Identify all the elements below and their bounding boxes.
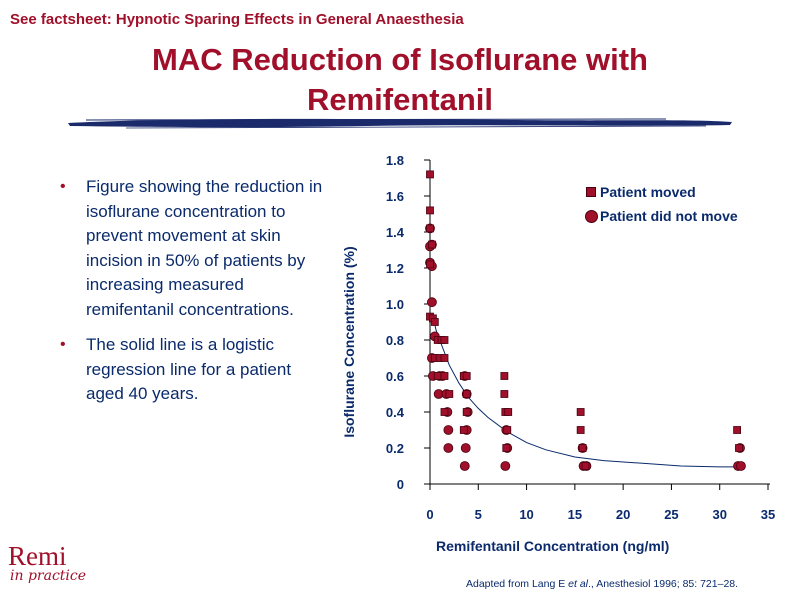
logo-name: Remi <box>8 541 67 571</box>
slide-title-line1: MAC Reduction of Isoflurane with <box>152 42 648 77</box>
point-moved <box>426 224 434 233</box>
x-tick-label: 15 <box>568 507 582 522</box>
point-not-moved <box>443 443 454 453</box>
point-moved <box>426 170 434 179</box>
point-moved <box>440 336 449 344</box>
point-not-moved <box>500 461 511 471</box>
x-tick-label: 25 <box>664 507 678 522</box>
y-tick-label: 1.6 <box>386 189 404 204</box>
y-tick-label: 0.8 <box>386 333 404 348</box>
point-moved <box>462 408 471 416</box>
point-not-moved <box>427 297 437 308</box>
citation-suffix: ., Anesthesiol 1996; 85: 721–28. <box>588 578 739 590</box>
point-moved <box>440 408 449 416</box>
y-tick-label: 0.6 <box>386 369 404 384</box>
legend-item-moved: Patient moved <box>584 180 738 204</box>
legend-label: Patient did not move <box>600 208 738 224</box>
x-axis-label: Remifentanil Concentration (ng/ml) <box>436 538 670 554</box>
slide-title: MAC Reduction of Isoflurane with Remifen… <box>0 40 800 120</box>
point-moved <box>733 426 741 434</box>
y-tick-label: 1.4 <box>386 225 405 240</box>
point-moved <box>462 390 471 398</box>
point-moved <box>426 260 434 269</box>
point-moved <box>735 444 743 452</box>
point-not-moved <box>460 443 471 453</box>
point-moved <box>426 206 434 215</box>
bullet-list: • Figure showing the reduction in isoflu… <box>60 175 330 418</box>
point-moved <box>504 408 513 416</box>
y-tick-label: 1.8 <box>386 153 404 168</box>
y-tick-label: 0.2 <box>386 441 404 456</box>
x-tick-label: 35 <box>761 507 775 522</box>
logo-tagline: in practice <box>10 568 87 584</box>
citation-etal: et al <box>568 578 589 590</box>
point-moved <box>503 426 512 434</box>
point-moved <box>433 372 442 380</box>
point-moved <box>576 408 585 416</box>
bullet-item: • The solid line is a logistic regressio… <box>60 333 330 407</box>
point-moved <box>462 372 471 380</box>
circle-marker-icon <box>584 209 598 223</box>
y-tick-label: 1.0 <box>386 297 404 312</box>
legend-item-not-moved: Patient did not move <box>584 204 738 228</box>
point-moved <box>502 444 511 452</box>
legend-label: Patient moved <box>600 184 696 200</box>
point-moved <box>430 318 439 326</box>
y-tick-label: 0 <box>397 477 404 492</box>
x-tick-label: 30 <box>712 507 726 522</box>
bullet-item: • Figure showing the reduction in isoflu… <box>60 175 330 322</box>
chart-legend: Patient moved Patient did not move <box>584 180 738 228</box>
y-tick-label: 1.2 <box>386 261 404 276</box>
y-tick-label: 0.4 <box>386 405 405 420</box>
remi-logo: Remi in practice <box>8 542 86 584</box>
point-moved <box>459 426 468 434</box>
point-moved <box>578 444 587 452</box>
regression-line <box>432 314 739 468</box>
x-tick-label: 5 <box>475 507 482 522</box>
x-tick-label: 0 <box>426 507 433 522</box>
y-axis-label: Isoflurane Concentration (%) <box>341 246 357 438</box>
x-tick-label: 10 <box>519 507 533 522</box>
x-tick-label: 20 <box>616 507 630 522</box>
bullet-marker: • <box>60 178 66 195</box>
point-moved <box>440 354 449 362</box>
point-not-moved <box>459 461 470 471</box>
point-moved <box>500 390 509 398</box>
point-moved <box>445 390 454 398</box>
point-not-moved <box>443 425 454 435</box>
point-moved <box>576 426 585 434</box>
square-marker-icon <box>586 187 596 197</box>
point-not-moved <box>736 461 746 471</box>
bullet-marker: • <box>60 336 66 353</box>
point-moved <box>440 372 449 380</box>
slide-title-line2: Remifentanil <box>306 82 494 117</box>
point-moved <box>428 240 436 249</box>
bullet-text: The solid line is a logistic regression … <box>86 335 292 403</box>
point-moved <box>581 462 590 470</box>
factsheet-link[interactable]: See factsheet: Hypnotic Sparing Effects … <box>10 11 464 28</box>
bullet-text: Figure showing the reduction in isoflura… <box>86 177 323 319</box>
title-underline-brushstroke <box>68 118 732 129</box>
citation: Adapted from Lang E et al., Anesthesiol … <box>466 578 738 590</box>
point-moved <box>500 372 509 380</box>
citation-prefix: Adapted from Lang E <box>466 578 569 590</box>
